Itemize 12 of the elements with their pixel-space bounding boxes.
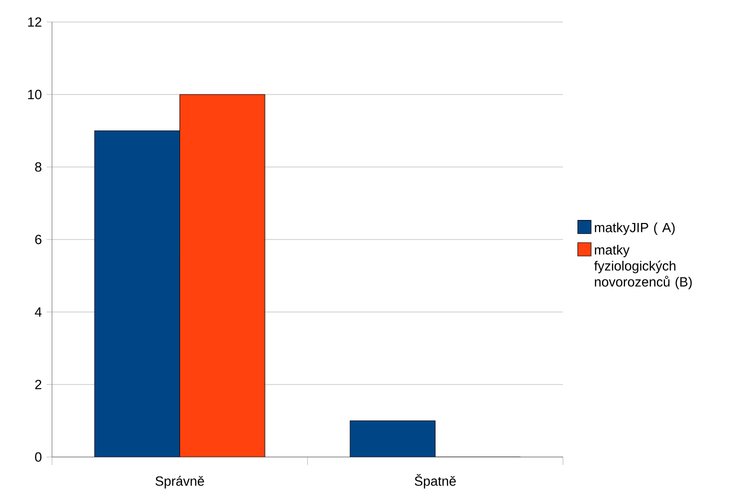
legend-label: matkyJIP ( A) xyxy=(594,222,675,235)
y-tick-label: 8 xyxy=(35,162,42,172)
y-tick-label: 4 xyxy=(34,307,42,317)
y-tick-label: 0 xyxy=(35,452,42,462)
y-tick-label: 10 xyxy=(28,90,42,100)
y-tick-label: 6 xyxy=(35,234,42,244)
x-tick-label: Špatně xyxy=(414,474,456,488)
y-tick-label: 2 xyxy=(35,380,42,390)
legend-label: matky fyziologických novorozenců (B) xyxy=(594,244,692,290)
x-tick-label: Správně xyxy=(156,476,204,488)
bar xyxy=(179,94,266,457)
y-tick-label: 12 xyxy=(28,17,42,27)
